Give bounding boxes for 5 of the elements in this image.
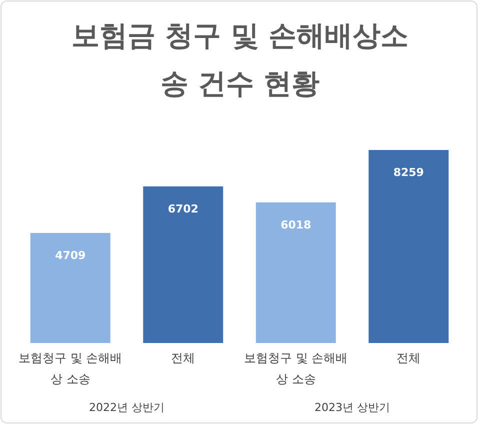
data-label: 4709 xyxy=(55,248,86,262)
data-label: 6018 xyxy=(280,218,312,232)
data-label: 6702 xyxy=(168,202,198,216)
data-label: 8259 xyxy=(393,166,424,179)
title: 보험금 청구 및 손해배상소송 건수 현황 xyxy=(70,18,410,102)
